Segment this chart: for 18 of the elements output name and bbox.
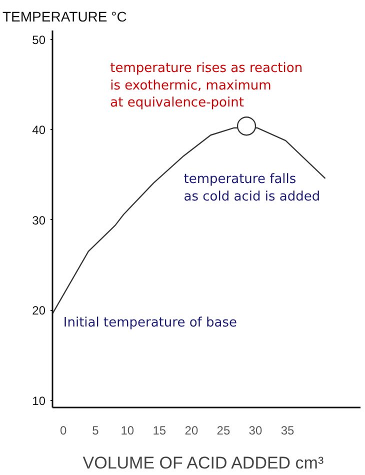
x-tick-label: 20 (184, 424, 198, 438)
annotation: temperature falls as cold acid is added (184, 172, 320, 204)
y-tick-label: 50 (32, 33, 46, 48)
x-axis-title: VOLUME OF ACID ADDED cm³ (82, 454, 324, 472)
x-tick-label: 0 (60, 424, 68, 438)
chart-title: TEMPERATURE °C (2, 8, 127, 24)
y-tick-label: 40 (32, 123, 46, 138)
x-tick-label: 5 (92, 424, 100, 438)
annotation: Initial temperature of base (63, 316, 237, 331)
x-tick-label: 10 (120, 424, 134, 438)
y-tick-label: 10 (32, 394, 46, 408)
y-tick-label: 20 (32, 304, 46, 318)
annotation: temperature rises as reaction is exothermic, maximum at equivalence-point (110, 61, 303, 111)
x-tick-label: 25 (216, 424, 230, 438)
x-tick-label: 15 (152, 424, 166, 438)
x-tick-label: 35 (280, 424, 294, 438)
y-tick-label: 30 (32, 213, 46, 228)
x-tick-label: 30 (248, 424, 262, 438)
